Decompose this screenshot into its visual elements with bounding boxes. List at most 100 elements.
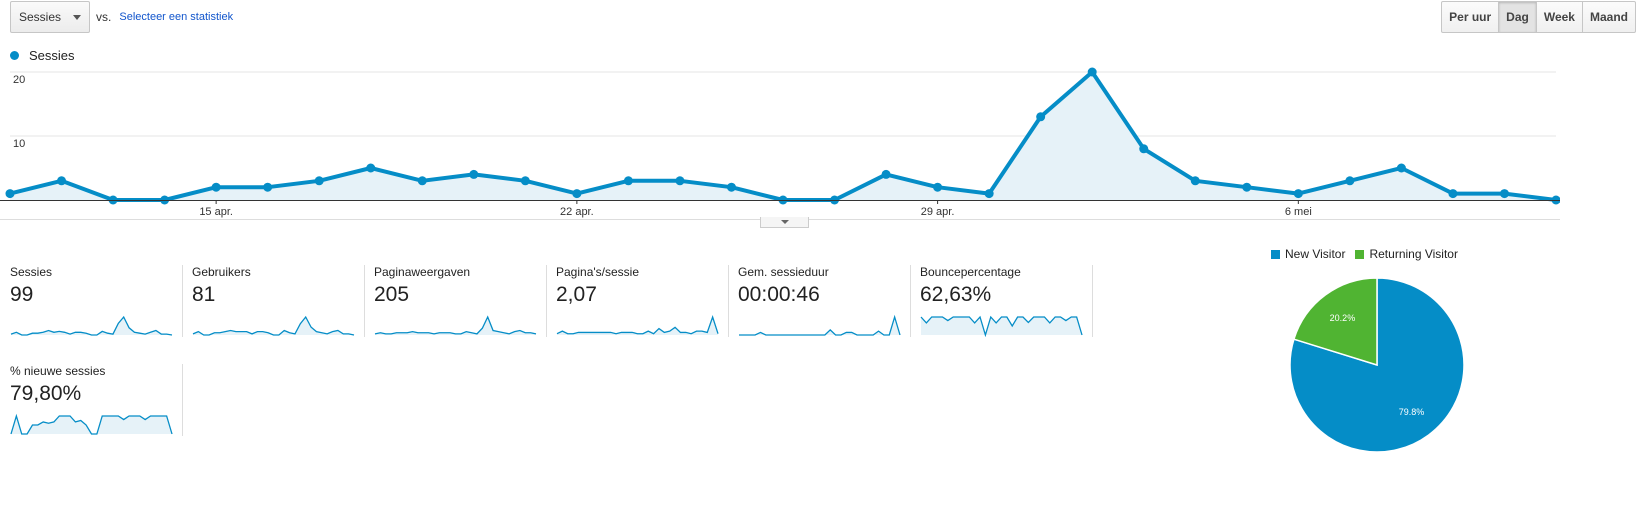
sessions-line-chart: 10 20 15 apr. 22 apr. 29 apr. 6 mei [0, 67, 1560, 220]
sparkline-line [10, 413, 173, 435]
data-point[interactable] [5, 189, 15, 199]
swatch-icon [1355, 249, 1365, 259]
data-point[interactable] [623, 176, 633, 186]
tile-value: 205 [374, 283, 410, 306]
sparkline [920, 315, 1083, 337]
sparkline-area [375, 317, 536, 335]
chart-legend: Sessies [10, 48, 75, 63]
data-point[interactable] [726, 182, 736, 192]
pie-slice[interactable] [1292, 277, 1378, 367]
data-point[interactable] [469, 169, 479, 179]
data-point[interactable] [1190, 176, 1200, 186]
legend-label: Sessies [29, 48, 75, 63]
data-point[interactable] [314, 176, 324, 186]
data-point[interactable] [1499, 189, 1509, 199]
sparkline-line [556, 314, 719, 335]
data-point[interactable] [211, 182, 221, 192]
tile-bouncepercentage[interactable]: Bouncepercentage 62,63% [920, 265, 1093, 337]
data-point[interactable] [984, 189, 994, 199]
tile-label: Gem. sessieduur [738, 265, 829, 279]
per-uur-button[interactable]: Per uur [1441, 1, 1500, 33]
data-point[interactable] [1242, 182, 1252, 192]
data-point[interactable] [1345, 176, 1355, 186]
data-point[interactable] [1087, 67, 1097, 77]
x-tick-label: 22 apr. [560, 206, 594, 218]
tile-value: 00:00:46 [738, 283, 820, 306]
tile-label: Paginaweergaven [374, 265, 471, 279]
tile-label: Sessies [10, 265, 53, 279]
sparkline [556, 314, 719, 335]
legend-item-new-visitor: New Visitor [1271, 247, 1345, 261]
data-point[interactable] [1139, 144, 1149, 154]
metric-dropdown[interactable]: Sessies [10, 1, 91, 33]
tile-sessies[interactable]: Sessies 99 [10, 265, 183, 337]
select-stat-link[interactable]: Selecteer een statistiek [119, 11, 234, 23]
tile-nieuwe-sessies[interactable]: % nieuwe sessies 79,80% [10, 364, 183, 436]
dag-button[interactable]: Dag [1498, 1, 1537, 33]
visitor-pie-chart: 79.8% 20.2% [1289, 277, 1465, 453]
data-point[interactable] [1293, 189, 1303, 199]
sparkline-area [11, 317, 172, 335]
data-point[interactable] [675, 176, 685, 186]
series-dot-icon [10, 51, 19, 60]
sparkline-line [739, 314, 901, 336]
maand-button[interactable]: Maand [1581, 1, 1636, 33]
triangle-down-icon [780, 220, 789, 224]
data-point[interactable] [57, 176, 67, 186]
tile-sessieduur[interactable]: Gem. sessieduur 00:00:46 [738, 265, 911, 337]
data-point[interactable] [1448, 189, 1458, 199]
series-area [10, 72, 1556, 200]
sparkline-area [193, 317, 354, 335]
week-button[interactable]: Week [1535, 1, 1583, 33]
x-tick-label: 6 mei [1285, 206, 1312, 218]
tile-value: 62,63% [920, 283, 992, 306]
tile-value: 99 [10, 283, 34, 306]
sparkline-line [374, 315, 537, 335]
sparkline-line [920, 315, 1083, 337]
y-tick-label: 10 [13, 138, 25, 150]
data-point[interactable] [572, 189, 582, 199]
swatch-icon [1271, 249, 1280, 259]
tile-label: Pagina's/sessie [556, 265, 640, 279]
data-point[interactable] [366, 163, 376, 173]
data-point[interactable] [520, 176, 530, 186]
sparkline [192, 315, 355, 336]
data-point[interactable] [881, 169, 891, 179]
legend-item-returning-visitor: Returning Visitor [1355, 247, 1458, 261]
pie-legend: New Visitor Returning Visitor [1271, 247, 1468, 261]
chart-toolbar: Sessies vs. Selecteer een statistiek [10, 1, 233, 33]
chevron-down-icon [73, 14, 82, 20]
time-granularity-buttons: Per uur Dag Week Maand [1441, 1, 1636, 33]
sparkline-area [11, 416, 172, 434]
tile-value: 2,07 [556, 283, 597, 306]
sparkline [10, 413, 173, 435]
tile-gebruikers[interactable]: Gebruikers 81 [192, 265, 365, 337]
tile-paginas-per-sessie[interactable]: Pagina's/sessie 2,07 [556, 265, 729, 337]
x-tick-label: 15 apr. [199, 206, 233, 218]
y-tick-label: 20 [13, 74, 25, 86]
tile-value: 79,80% [10, 382, 82, 405]
sparkline-line [192, 315, 355, 336]
metric-dropdown-label: Sessies [19, 10, 62, 24]
vs-label: vs. [96, 10, 112, 24]
tile-label: Bouncepercentage [920, 265, 1021, 279]
x-tick-label: 29 apr. [921, 206, 955, 218]
data-point[interactable] [1036, 112, 1046, 122]
data-point[interactable] [417, 176, 427, 186]
sparkline-area [921, 317, 1082, 335]
sparkline-line [10, 315, 173, 336]
sparkline [739, 314, 901, 336]
data-point[interactable] [263, 182, 273, 192]
tile-paginaweergaven[interactable]: Paginaweergaven 205 [374, 265, 547, 337]
sparkline [10, 315, 173, 336]
legend-label: Returning Visitor [1369, 247, 1458, 261]
tile-label: % nieuwe sessies [10, 364, 106, 378]
data-point[interactable] [933, 182, 943, 192]
sparkline [374, 315, 537, 335]
tile-label: Gebruikers [192, 265, 251, 279]
legend-label: New Visitor [1285, 247, 1346, 261]
collapse-chart-toggle[interactable] [760, 217, 809, 228]
pie-slice-label: 79.8% [1399, 407, 1425, 417]
data-point[interactable] [1396, 163, 1406, 173]
tile-value: 81 [192, 283, 216, 306]
